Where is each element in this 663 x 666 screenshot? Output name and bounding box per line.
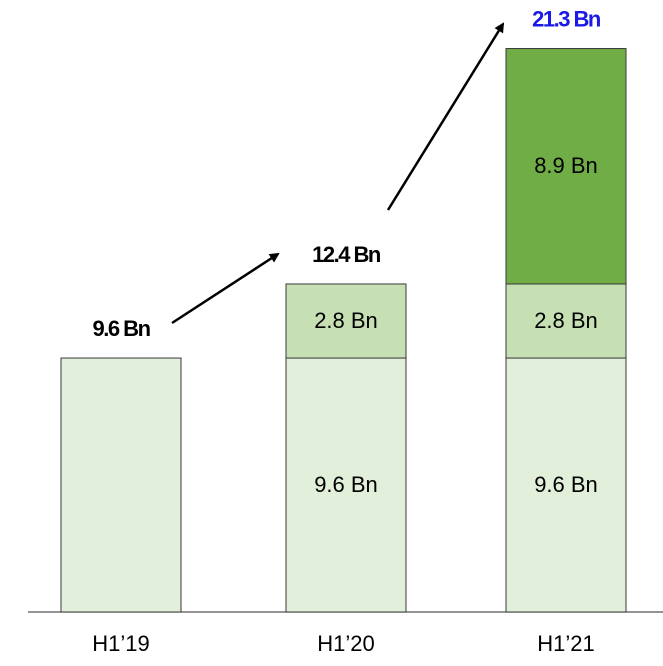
- growth-arrow: [171, 252, 280, 325]
- bar-segment: [505, 48, 627, 285]
- growth-arrow: [386, 22, 505, 211]
- segment-label: 9.6 Bn: [534, 472, 598, 497]
- bar-segment: [285, 283, 407, 359]
- bar-segment: [505, 357, 627, 613]
- x-tick-label: H1’21: [537, 631, 594, 656]
- total-label: 12.4 Bn: [312, 242, 381, 267]
- bar-segment: [505, 283, 627, 359]
- total-label: 21.3 Bn: [532, 6, 601, 31]
- segment-label: 2.8 Bn: [534, 308, 598, 333]
- bar-segment: [60, 357, 182, 613]
- x-tick-label: H1’19: [92, 631, 149, 656]
- x-tick-label: H1’20: [317, 631, 374, 656]
- total-label: 9.6 Bn: [92, 316, 150, 341]
- segment-label: 8.9 Bn: [534, 153, 598, 178]
- segment-label: 9.6 Bn: [314, 472, 378, 497]
- bar-segment: [285, 357, 407, 613]
- segment-label: 2.8 Bn: [314, 308, 378, 333]
